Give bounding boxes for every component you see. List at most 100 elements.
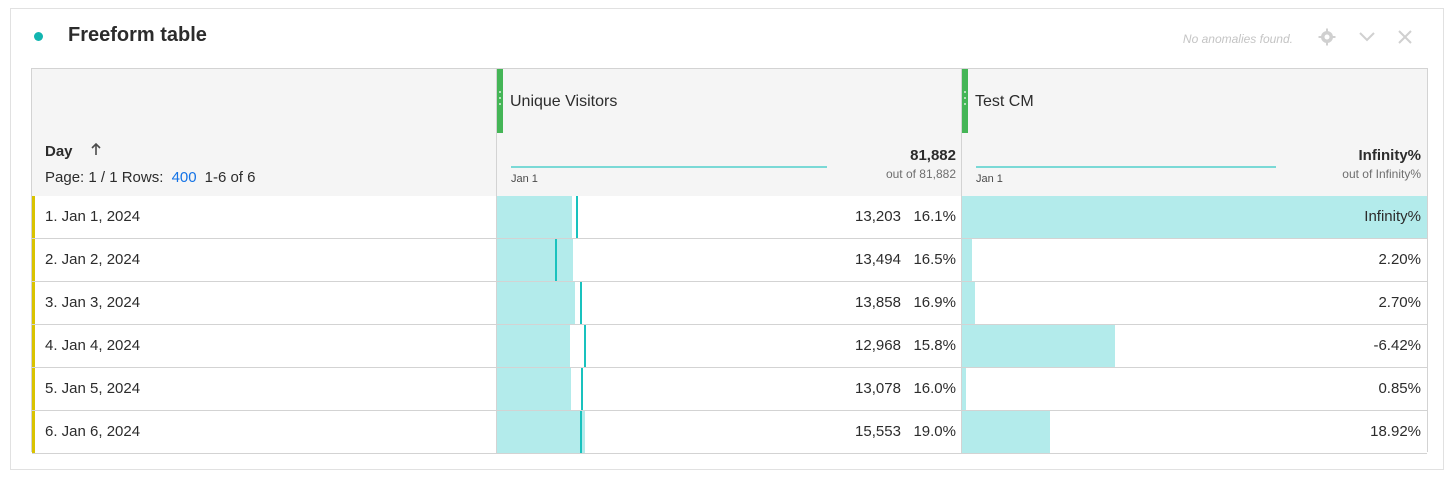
uv-count: 15,553 (855, 423, 901, 440)
cm-value: -6.42% (1373, 337, 1421, 354)
metric-out-of: out of Infinity% (1342, 167, 1421, 181)
cell-test-cm[interactable]: 0.85% (962, 368, 1427, 410)
column-divider (496, 69, 497, 453)
cell-value: 12,968 15.8% (855, 337, 956, 354)
share-bar (962, 368, 966, 410)
dimension-title[interactable]: Day (45, 143, 73, 160)
cell-value: 13,203 16.1% (855, 208, 956, 225)
sparkline-label: Jan 1 (976, 173, 1003, 185)
status-dot-icon (34, 32, 43, 41)
uv-percent: 15.8% (913, 337, 956, 354)
table-row[interactable]: 4. Jan 4, 2024 12,968 15.8% -6.42% (32, 325, 1427, 368)
share-bar (962, 239, 972, 281)
metric-name: Unique Visitors (510, 93, 618, 110)
uv-percent: 16.9% (913, 294, 956, 311)
metric-total: Infinity% (1358, 147, 1422, 164)
cell-value: 13,494 16.5% (855, 251, 956, 268)
cell-unique-visitors[interactable]: 15,553 19.0% (497, 411, 962, 453)
summary-row: Day Page: 1 / 1 Rows: 400 1-6 of 6 Jan 1 … (32, 133, 1427, 197)
share-bar (497, 411, 585, 453)
table-row[interactable]: 3. Jan 3, 2024 13,858 16.9% 2.70% (32, 282, 1427, 325)
share-bar (497, 282, 575, 324)
cm-value: 18.92% (1370, 423, 1421, 440)
freeform-table-panel: Freeform table No anomalies found. Uniqu… (10, 8, 1444, 470)
row-marker (32, 325, 35, 367)
row-marker (32, 196, 35, 238)
row-label[interactable]: 6. Jan 6, 2024 (45, 423, 141, 440)
cm-value: 0.85% (1378, 380, 1421, 397)
cell-test-cm[interactable]: -6.42% (962, 325, 1427, 367)
share-bar (497, 196, 572, 238)
cell-test-cm[interactable]: 18.92% (962, 411, 1427, 453)
sparkline[interactable] (976, 166, 1276, 168)
table-row[interactable]: 2. Jan 2, 2024 13,494 16.5% 2.20% (32, 239, 1427, 282)
close-icon[interactable] (1393, 25, 1417, 49)
share-tick (584, 325, 586, 367)
metric-header-row: Unique Visitors Test CM (32, 69, 1427, 134)
share-tick (555, 239, 557, 281)
uv-count: 13,078 (855, 380, 901, 397)
cell-unique-visitors[interactable]: 12,968 15.8% (497, 325, 962, 367)
share-bar (497, 368, 571, 410)
cm-value: 2.20% (1378, 251, 1421, 268)
share-bar (962, 411, 1050, 453)
row-marker (32, 368, 35, 410)
share-bar (962, 196, 1427, 238)
share-tick (580, 411, 582, 453)
row-label[interactable]: 1. Jan 1, 2024 (45, 208, 141, 225)
row-label[interactable]: 5. Jan 5, 2024 (45, 380, 141, 397)
metric-out-of: out of 81,882 (885, 167, 956, 181)
column-divider (961, 69, 962, 453)
panel-title[interactable]: Freeform table (68, 24, 207, 46)
cell-test-cm[interactable]: Infinity% (962, 196, 1427, 238)
share-tick (576, 196, 578, 238)
row-marker (32, 282, 35, 324)
table-row[interactable]: 5. Jan 5, 2024 13,078 16.0% 0.85% (32, 368, 1427, 411)
bar-gap (571, 325, 577, 367)
cm-value: Infinity% (1364, 208, 1421, 225)
uv-percent: 16.0% (913, 380, 956, 397)
row-range: 1-6 of 6 (204, 169, 256, 186)
metric-header-test-cm[interactable]: Test CM (962, 69, 1427, 133)
table-row[interactable]: 6. Jan 6, 2024 15,553 19.0% 18.92% (32, 411, 1427, 454)
row-label[interactable]: 3. Jan 3, 2024 (45, 294, 141, 311)
row-label[interactable]: 2. Jan 2, 2024 (45, 251, 141, 268)
cell-value: 15,553 19.0% (855, 423, 956, 440)
uv-count: 12,968 (855, 337, 901, 354)
share-bar (962, 325, 1115, 367)
panel-header: Freeform table No anomalies found. (11, 9, 1443, 67)
share-bar (497, 325, 570, 367)
cell-unique-visitors[interactable]: 13,858 16.9% (497, 282, 962, 324)
cell-unique-visitors[interactable]: 13,494 16.5% (497, 239, 962, 281)
table-row[interactable]: 1. Jan 1, 2024 13,203 16.1% Infinity% (32, 196, 1427, 239)
drag-handle-icon[interactable] (497, 69, 503, 133)
cell-unique-visitors[interactable]: 13,078 16.0% (497, 368, 962, 410)
pagination-info: Page: 1 / 1 Rows: 400 1-6 of 6 (45, 169, 255, 186)
uv-count: 13,203 (855, 208, 901, 225)
gear-icon[interactable] (1315, 25, 1339, 49)
cell-test-cm[interactable]: 2.70% (962, 282, 1427, 324)
drag-handle-icon[interactable] (962, 69, 968, 133)
sparkline[interactable] (511, 166, 827, 168)
row-label[interactable]: 4. Jan 4, 2024 (45, 337, 141, 354)
sort-ascending-icon[interactable] (90, 142, 102, 161)
cm-value: 2.70% (1378, 294, 1421, 311)
uv-count: 13,858 (855, 294, 901, 311)
summary-test-cm: Jan 1 Infinity% out of Infinity% (962, 133, 1427, 196)
uv-count: 13,494 (855, 251, 901, 268)
metric-header-unique-visitors[interactable]: Unique Visitors (497, 69, 962, 133)
cell-value: 13,858 16.9% (855, 294, 956, 311)
share-tick (580, 282, 582, 324)
metric-total: 81,882 (910, 147, 956, 164)
cell-test-cm[interactable]: 2.20% (962, 239, 1427, 281)
uv-percent: 16.1% (913, 208, 956, 225)
cell-unique-visitors[interactable]: 13,203 16.1% (497, 196, 962, 238)
rows-per-page-link[interactable]: 400 (171, 169, 197, 186)
uv-percent: 16.5% (913, 251, 956, 268)
metric-name: Test CM (975, 93, 1034, 110)
share-tick (581, 368, 583, 410)
anomaly-status: No anomalies found. (1182, 32, 1293, 46)
share-bar (962, 282, 975, 324)
chevron-down-icon[interactable] (1355, 25, 1379, 49)
row-marker (32, 411, 35, 453)
